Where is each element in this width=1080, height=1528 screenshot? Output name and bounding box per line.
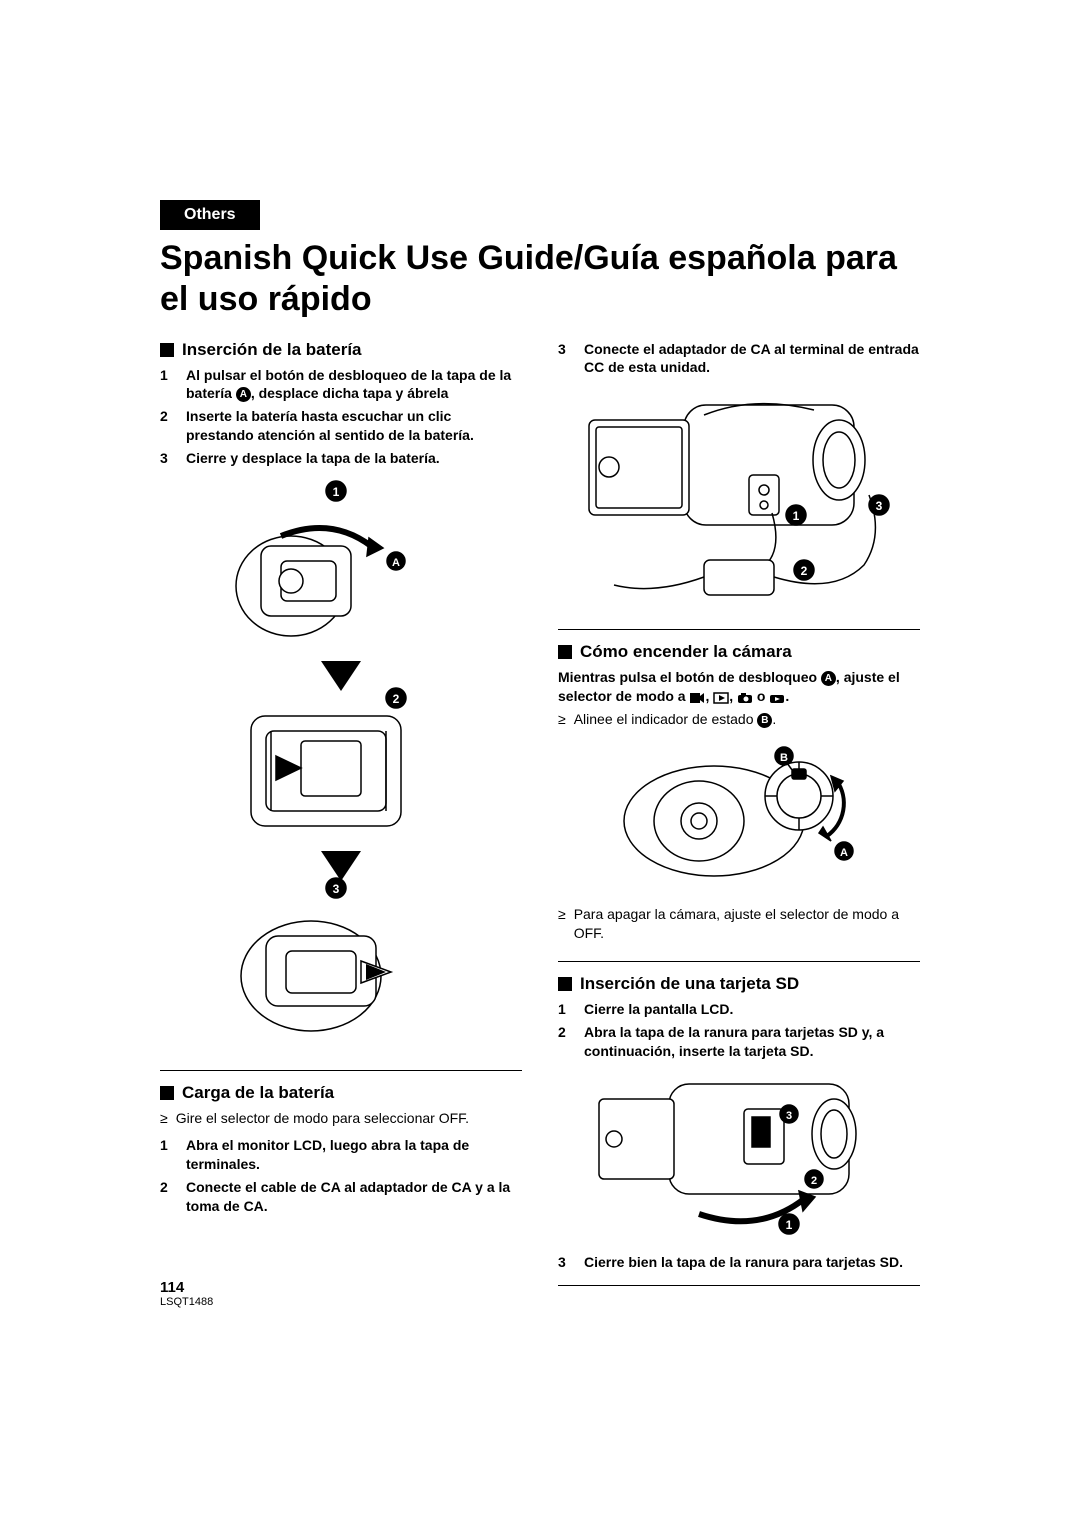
power-intro-text: Mientras pulsa el botón de desbloqueo — [558, 669, 821, 685]
step-text: Cierre bien la tapa de la ranura para ta… — [584, 1253, 903, 1272]
step-number: 1 — [558, 1000, 572, 1019]
ac-adapter-figure: 1 2 3 — [558, 385, 920, 615]
section-title-battery-insert: Inserción de la batería — [182, 340, 362, 360]
bullet-dot-icon: ≥ — [160, 1109, 168, 1132]
svg-text:3: 3 — [333, 882, 340, 896]
sd-close-step: 3 Cierre bien la tapa de la ranura para … — [558, 1253, 920, 1272]
svg-text:A: A — [840, 847, 848, 859]
ref-label-a-icon: A — [821, 671, 836, 686]
bullet-dot-icon: ≥ — [558, 905, 566, 947]
charge-intro: Gire el selector de modo para selecciona… — [176, 1109, 469, 1128]
battery-charge-steps: 1 Abra el monitor LCD, luego abra la tap… — [160, 1136, 522, 1216]
step-number: 1 — [160, 366, 174, 404]
section-bullet-icon — [558, 977, 572, 991]
section-title-battery-charge: Carga de la batería — [182, 1083, 334, 1103]
step-text: Cierre y desplace la tapa de la batería. — [186, 449, 440, 468]
divider — [558, 629, 920, 630]
svg-text:A: A — [392, 557, 400, 569]
svg-text:1: 1 — [333, 485, 340, 499]
page-footer: 114 LSQT1488 — [160, 1279, 213, 1308]
step-number: 3 — [558, 340, 572, 378]
section-title-sd-insert: Inserción de una tarjeta SD — [580, 974, 799, 994]
left-column: Inserción de la batería 1 Al pulsar el b… — [160, 340, 522, 1299]
svg-text:2: 2 — [811, 1175, 817, 1187]
step-text: Inserte la batería hasta escuchar un cli… — [186, 407, 522, 445]
svg-text:B: B — [780, 752, 788, 764]
step-number: 2 — [558, 1023, 572, 1061]
step-text: Abra la tapa de la ranura para tarjetas … — [584, 1023, 920, 1061]
step-number: 2 — [160, 407, 174, 445]
step-text: , desplace dicha tapa y ábrela — [251, 385, 449, 401]
svg-text:3: 3 — [786, 1110, 792, 1122]
page-title: Spanish Quick Use Guide/Guía española pa… — [160, 238, 920, 320]
mode-dial-figure: B A — [558, 741, 920, 891]
step-text: Conecte el cable de CA al adaptador de C… — [186, 1178, 522, 1216]
step-number: 1 — [160, 1136, 174, 1174]
right-column: 3 Conecte el adaptador de CA al terminal… — [558, 340, 920, 1299]
power-intro-text: . — [785, 688, 789, 704]
section-bullet-icon — [160, 343, 174, 357]
svg-text:2: 2 — [801, 564, 808, 578]
section-bullet-icon — [558, 645, 572, 659]
section-title-power-on: Cómo encender la cámara — [580, 642, 792, 662]
divider — [558, 961, 920, 962]
svg-text:2: 2 — [393, 692, 400, 706]
ref-label-a-icon: A — [236, 387, 251, 402]
step-number: 3 — [558, 1253, 572, 1272]
mode-play-icon — [713, 688, 729, 704]
mode-photoplay-icon — [769, 688, 785, 704]
bullet-dot-icon: ≥ — [558, 710, 566, 733]
align-indicator-text: . — [772, 711, 776, 727]
divider — [558, 1285, 920, 1286]
mode-photo-icon — [737, 688, 753, 704]
section-bullet-icon — [160, 1086, 174, 1100]
svg-text:1: 1 — [786, 1218, 793, 1232]
section-tab: Others — [160, 200, 260, 230]
ref-label-b-icon: B — [757, 713, 772, 728]
sd-insert-steps: 1 Cierre la pantalla LCD. 2 Abra la tapa… — [558, 1000, 920, 1061]
page-number: 114 — [160, 1279, 213, 1296]
step-text: Abra el monitor LCD, luego abra la tapa … — [186, 1136, 522, 1174]
charge-step3: 3 Conecte el adaptador de CA al terminal… — [558, 340, 920, 378]
step-number: 2 — [160, 1178, 174, 1216]
doc-code: LSQT1488 — [160, 1296, 213, 1308]
power-off-text: Para apagar la cámara, ajuste el selecto… — [574, 905, 920, 943]
step-text: Cierre la pantalla LCD. — [584, 1000, 733, 1019]
mode-video-icon — [689, 688, 705, 704]
svg-text:3: 3 — [876, 499, 883, 513]
battery-insert-figure: 1 A 2 — [160, 476, 522, 1056]
sd-insert-figure: 3 2 1 — [558, 1069, 920, 1239]
align-indicator-text: Alinee el indicador de estado — [574, 711, 758, 727]
step-text: Conecte el adaptador de CA al terminal d… — [584, 340, 920, 378]
svg-text:1: 1 — [793, 509, 800, 523]
battery-insert-steps: 1 Al pulsar el botón de desbloqueo de la… — [160, 366, 522, 468]
divider — [160, 1070, 522, 1071]
step-number: 3 — [160, 449, 174, 468]
